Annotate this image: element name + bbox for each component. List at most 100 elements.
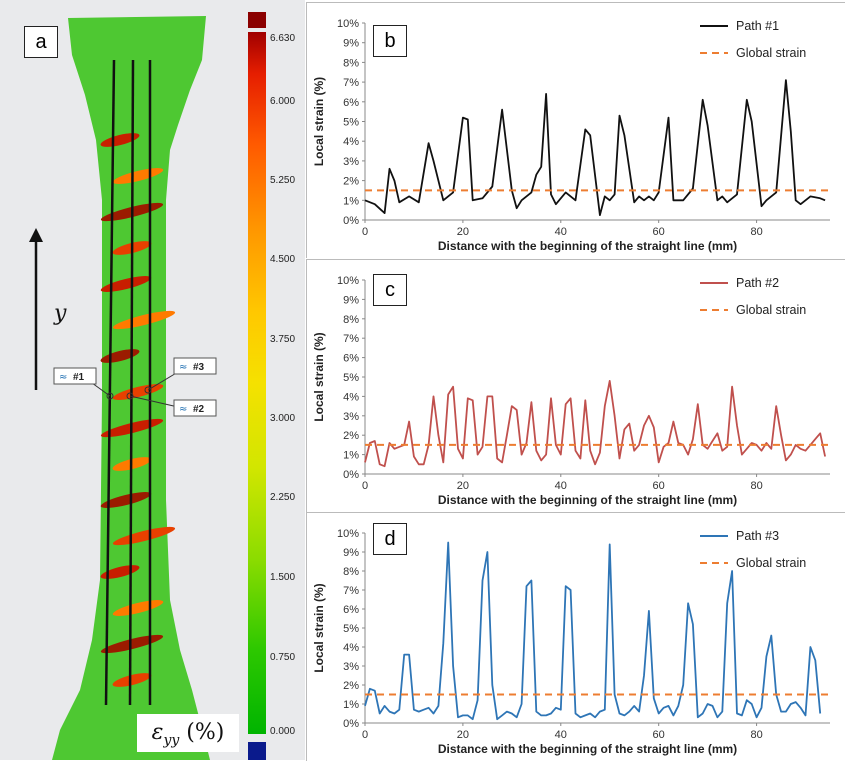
y-tick-label: 1% <box>343 450 359 462</box>
y-tick-label: 10% <box>337 18 359 30</box>
y-tick-label: 2% <box>343 680 359 692</box>
x-tick-label: 80 <box>750 226 762 238</box>
x-tick-label: 40 <box>555 226 567 238</box>
legend-label: Global strain <box>736 556 806 570</box>
x-tick-label: 60 <box>653 729 665 741</box>
path-line-2 <box>128 59 135 706</box>
x-tick-label: 80 <box>750 729 762 741</box>
y-tick-label: 0% <box>343 215 359 227</box>
strain-formula-label: εyy (%) <box>137 714 239 752</box>
y-tick-label: 9% <box>343 38 359 50</box>
y-tick-label: 3% <box>343 661 359 673</box>
x-axis-title: Distance with the beginning of the strai… <box>438 742 737 756</box>
tag-icon: ≈ <box>179 362 187 373</box>
path-tag-2: ≈ #2 <box>126 392 217 417</box>
y-tick-label: 1% <box>343 195 359 207</box>
path-tag-1: ≈ #1 <box>53 367 114 400</box>
y-axis-title: Local strain (%) <box>312 332 326 421</box>
legend-label: Global strain <box>736 46 806 60</box>
colorbar-label: 1.500 <box>270 572 295 583</box>
strain-band <box>112 673 152 687</box>
strain-band <box>112 310 176 330</box>
colorbar-label: 3.000 <box>270 413 295 424</box>
y-tick-label: 7% <box>343 585 359 597</box>
x-tick-label: 60 <box>653 226 665 238</box>
y-tick-label: 6% <box>343 604 359 616</box>
y-tick-label: 5% <box>343 117 359 129</box>
y-tick-label: 8% <box>343 566 359 578</box>
y-tick-label: 3% <box>343 156 359 168</box>
legend-label: Path #3 <box>736 529 779 543</box>
colorbar-top-block <box>248 12 266 28</box>
y-tick-label: 5% <box>343 372 359 384</box>
tag-icon: ≈ <box>59 372 67 383</box>
path-series-line <box>364 79 826 217</box>
path-tag-3-label: #3 <box>193 362 205 373</box>
x-axis-title: Distance with the beginning of the strai… <box>438 239 737 253</box>
x-tick-label: 40 <box>555 480 567 492</box>
colorbar-label: 3.750 <box>270 334 295 345</box>
y-axis-title: Local strain (%) <box>312 583 326 672</box>
y-tick-label: 8% <box>343 57 359 69</box>
x-tick-label: 40 <box>555 729 567 741</box>
colorbar <box>248 32 266 734</box>
specimen-panel: y ≈ #1 ≈ #3 ≈ #2 6.630 6.000 5.250 4.500 3.7… <box>0 0 305 760</box>
y-tick-label: 9% <box>343 294 359 306</box>
chart-b-svg: 0% 1% 2% 3% 4% 5% 6% 7% 8% 9% 10% 0 20 40 60 80 Distance… <box>312 18 830 253</box>
panel-label-c: c <box>373 274 407 306</box>
strain-band <box>112 526 176 546</box>
colorbar-labels: 6.630 6.000 5.250 4.500 3.750 3.000 2.250 1.500… <box>270 33 295 737</box>
y-arrowhead-icon <box>29 228 43 242</box>
path-series-line <box>364 380 826 468</box>
colorbar-label: 0.750 <box>270 652 295 663</box>
y-tick-label: 2% <box>343 430 359 442</box>
strain-map-figure: y ≈ #1 ≈ #3 ≈ #2 6.630 6.000 5.250 4.500 3.7… <box>29 12 295 760</box>
panel-label-b: b <box>373 25 407 57</box>
y-tick-label: 0% <box>343 469 359 481</box>
strain-band <box>100 634 164 654</box>
y-tick-label: 6% <box>343 97 359 109</box>
y-tick-label: 5% <box>343 623 359 635</box>
x-tick-label: 20 <box>457 729 469 741</box>
colorbar-bottom-block <box>248 742 266 760</box>
x-tick-label: 0 <box>362 729 368 741</box>
tag-icon: ≈ <box>179 404 187 415</box>
strain-band <box>100 276 152 292</box>
colorbar-label: 6.000 <box>270 96 295 107</box>
y-tick-label: 8% <box>343 314 359 326</box>
y-tick-label: 4% <box>343 391 359 403</box>
legend-label: Path #1 <box>736 19 779 33</box>
path-series-line <box>364 541 822 721</box>
y-tick-label: 9% <box>343 547 359 559</box>
path-tag-1-label: #1 <box>73 372 85 383</box>
legend-label: Global strain <box>736 303 806 317</box>
y-tick-label: 7% <box>343 333 359 345</box>
colorbar-label: 4.500 <box>270 254 295 265</box>
y-tick-label: 0% <box>343 718 359 730</box>
x-tick-label: 20 <box>457 480 469 492</box>
x-axis-title: Distance with the beginning of the strai… <box>438 493 737 507</box>
panel-label-a: a <box>24 26 58 58</box>
x-tick-label: 0 <box>362 226 368 238</box>
y-tick-label: 10% <box>337 528 359 540</box>
y-tick-label: 10% <box>337 275 359 287</box>
chart-b: 0% 1% 2% 3% 4% 5% 6% 7% 8% 9% 10% 0 20 40 60 80 Distance… <box>306 2 845 258</box>
path-line-1 <box>104 59 116 706</box>
path-tag-2-label: #2 <box>193 404 205 415</box>
y-tick-label: 7% <box>343 77 359 89</box>
y-tick-label: 1% <box>343 699 359 711</box>
x-tick-label: 0 <box>362 480 368 492</box>
y-tick-label: 2% <box>343 176 359 188</box>
chart-d: 0% 1% 2% 3% 4% 5% 6% 7% 8% 9% 10% 0 20 40 60 80 Distance… <box>306 512 845 761</box>
chart-c: 0% 1% 2% 3% 4% 5% 6% 7% 8% 9% 10% 0 20 40 60 80 Distance… <box>306 259 845 512</box>
colorbar-label: 0.000 <box>270 726 295 737</box>
strain-band <box>100 492 152 508</box>
x-tick-label: 20 <box>457 226 469 238</box>
colorbar-label: 2.250 <box>270 492 295 503</box>
strain-band <box>100 133 140 147</box>
x-tick-label: 80 <box>750 480 762 492</box>
y-tick-label: 6% <box>343 353 359 365</box>
legend-label: Path #2 <box>736 276 779 290</box>
panel-label-d: d <box>373 523 407 555</box>
chart-d-svg: 0% 1% 2% 3% 4% 5% 6% 7% 8% 9% 10% 0 20 40 60 80 Distance… <box>312 528 830 756</box>
